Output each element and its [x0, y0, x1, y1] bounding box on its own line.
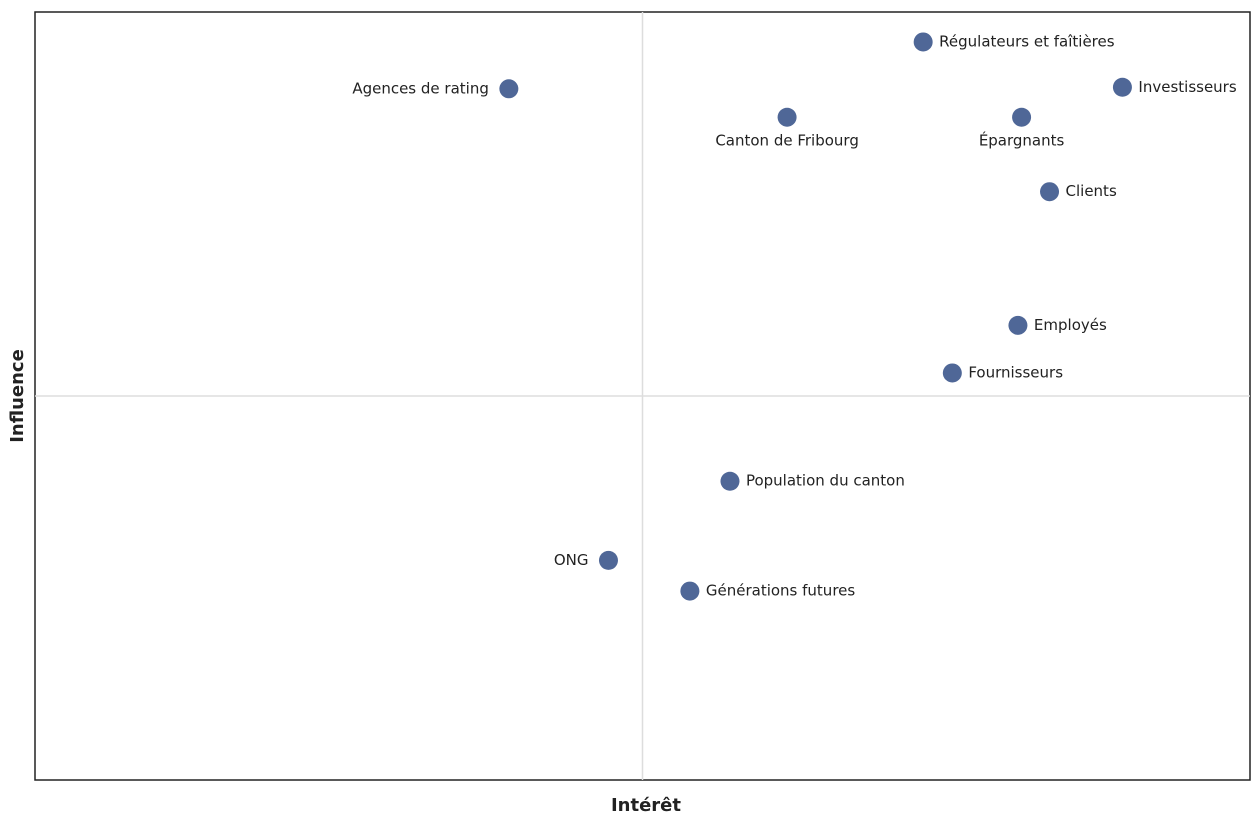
point: [942, 363, 962, 383]
point-label: Générations futures: [706, 582, 856, 600]
point-label: Employés: [1034, 316, 1107, 334]
point-label: Investisseurs: [1138, 78, 1236, 96]
point: [680, 581, 700, 601]
x-axis-title: Intérêt: [611, 795, 681, 816]
point: [1008, 315, 1028, 335]
point: [1040, 182, 1060, 202]
point: [720, 471, 740, 491]
point: [598, 550, 618, 570]
y-axis-title: Influence: [7, 349, 28, 443]
point: [1012, 107, 1032, 127]
point-label: Agences de rating: [352, 79, 489, 97]
point: [499, 79, 519, 99]
point-label: Population du canton: [746, 472, 905, 490]
point-label: ONG: [554, 551, 589, 569]
point: [1112, 77, 1132, 97]
point: [913, 32, 933, 52]
point-label: Épargnants: [979, 131, 1065, 150]
point-label: Fournisseurs: [968, 363, 1063, 381]
point-label: Clients: [1066, 182, 1117, 200]
point: [777, 107, 797, 127]
point-label: Régulateurs et faîtières: [939, 32, 1115, 50]
point-label: Canton de Fribourg: [715, 132, 859, 150]
